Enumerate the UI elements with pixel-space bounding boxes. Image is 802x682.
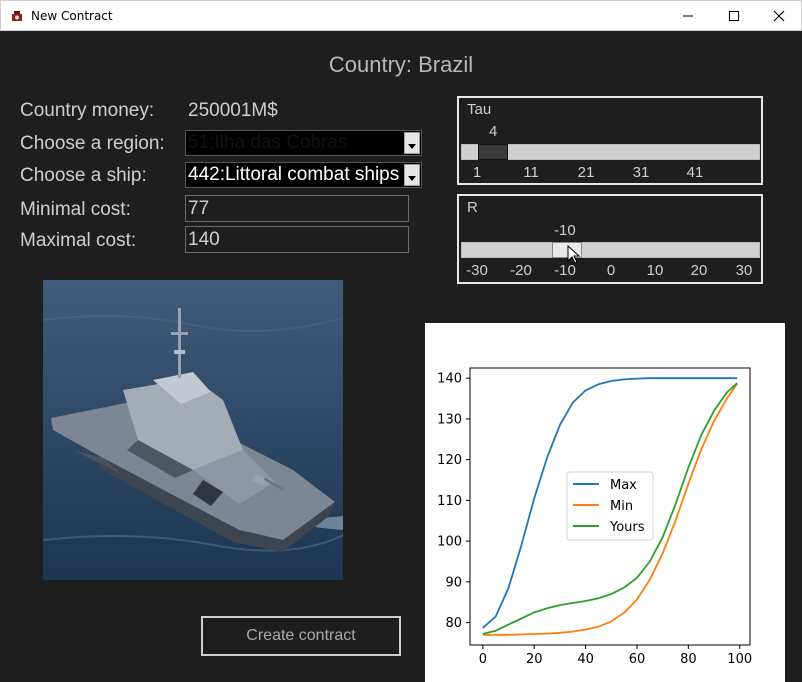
legend-box xyxy=(566,471,654,541)
ship-select[interactable]: 442:Littoral combat ships xyxy=(185,162,422,188)
chevron-down-icon[interactable] xyxy=(404,132,420,154)
series-line-max xyxy=(482,377,738,629)
cost-chart: 0 20 40 60 80 100 80 90 100 110 120 130 140 Max Min You… xyxy=(437,367,752,667)
r-value: -10 xyxy=(554,222,576,239)
mouse-cursor-icon xyxy=(567,245,581,264)
region-select[interactable]: 51:Ilha das Cobras xyxy=(185,130,422,156)
r-tick: 20 xyxy=(690,262,708,279)
x-tick-label: 20 xyxy=(526,652,543,667)
tau-slider-group: Tau 4 1 11 21 31 41 xyxy=(457,96,763,185)
x-tick-label: 40 xyxy=(577,652,594,667)
r-tick: -20 xyxy=(510,262,532,279)
y-tick-label: 90 xyxy=(445,575,462,590)
cost-chart-panel: 0 20 40 60 80 100 80 90 100 110 120 130 140 Max Min You… xyxy=(425,323,785,682)
warship-photo xyxy=(43,280,343,580)
y-tick-label: 100 xyxy=(437,535,462,550)
tau-tick: 41 xyxy=(686,164,704,181)
ship-select-value: 442:Littoral combat ships xyxy=(188,164,400,185)
r-slider-group: R -10 -30 -20 -10 0 10 20 30 xyxy=(457,194,763,284)
tau-tick: 11 xyxy=(523,164,539,181)
tau-tick: 21 xyxy=(577,164,595,181)
region-select-value: 51:Ilha das Cobras xyxy=(188,132,406,154)
create-contract-button[interactable]: Create contract xyxy=(201,616,401,656)
region-label: Choose a region: xyxy=(20,133,165,154)
money-label: Country money: xyxy=(20,100,155,121)
country-title: Country: Brazil xyxy=(328,52,474,77)
minimize-icon xyxy=(683,15,693,17)
min-cost-field[interactable]: 77 xyxy=(185,195,409,222)
y-tick-label: 140 xyxy=(437,372,462,387)
tau-tick: 31 xyxy=(632,164,650,181)
series-line-min xyxy=(482,382,738,636)
legend-label: Yours xyxy=(609,520,645,535)
max-cost-value: 140 xyxy=(188,229,220,250)
minimize-button[interactable] xyxy=(665,1,711,31)
chevron-down-icon[interactable] xyxy=(404,164,420,186)
y-tick-label: 130 xyxy=(437,412,462,427)
tau-slider-thumb[interactable] xyxy=(478,144,508,160)
tau-label: Tau xyxy=(467,101,492,118)
tau-slider[interactable] xyxy=(461,144,760,160)
legend-label: Max xyxy=(610,478,637,493)
x-tick-label: 60 xyxy=(629,652,646,667)
y-tick-label: 120 xyxy=(437,453,462,468)
title-bar: New Contract xyxy=(0,0,802,31)
max-cost-label: Maximal cost: xyxy=(20,230,137,251)
series-line-yours xyxy=(482,382,738,635)
app-icon xyxy=(12,11,22,21)
maximize-button[interactable] xyxy=(711,1,757,31)
close-button[interactable] xyxy=(756,1,802,31)
y-tick-label: 80 xyxy=(445,616,462,631)
tau-value: 4 xyxy=(489,123,498,140)
r-label: R xyxy=(467,199,478,216)
r-tick: 30 xyxy=(735,262,753,279)
maximize-icon xyxy=(729,11,739,21)
max-cost-field[interactable]: 140 xyxy=(185,226,409,253)
money-value: 250001M$ xyxy=(188,100,278,121)
tau-tick: 1 xyxy=(472,164,482,181)
x-tick-label: 80 xyxy=(680,652,697,667)
x-tick-label: 0 xyxy=(479,652,487,667)
min-cost-label: Minimal cost: xyxy=(20,199,131,220)
r-tick: -10 xyxy=(554,262,576,279)
r-tick: 0 xyxy=(606,262,616,279)
ship-photo xyxy=(43,280,343,580)
min-cost-value: 77 xyxy=(188,198,210,219)
ship-label: Choose a ship: xyxy=(20,165,147,186)
close-icon xyxy=(773,10,785,22)
r-slider[interactable] xyxy=(461,242,760,258)
legend-label: Min xyxy=(610,499,633,514)
y-tick-label: 110 xyxy=(437,494,462,509)
x-tick-label: 100 xyxy=(727,652,752,667)
r-tick: 10 xyxy=(646,262,664,279)
r-tick: -30 xyxy=(466,262,488,279)
window-title: New Contract xyxy=(31,9,113,23)
plot-frame xyxy=(469,367,751,646)
